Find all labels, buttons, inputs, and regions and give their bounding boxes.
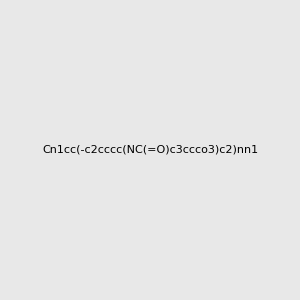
Text: Cn1cc(-c2cccc(NC(=O)c3ccco3)c2)nn1: Cn1cc(-c2cccc(NC(=O)c3ccco3)c2)nn1 — [42, 145, 258, 155]
